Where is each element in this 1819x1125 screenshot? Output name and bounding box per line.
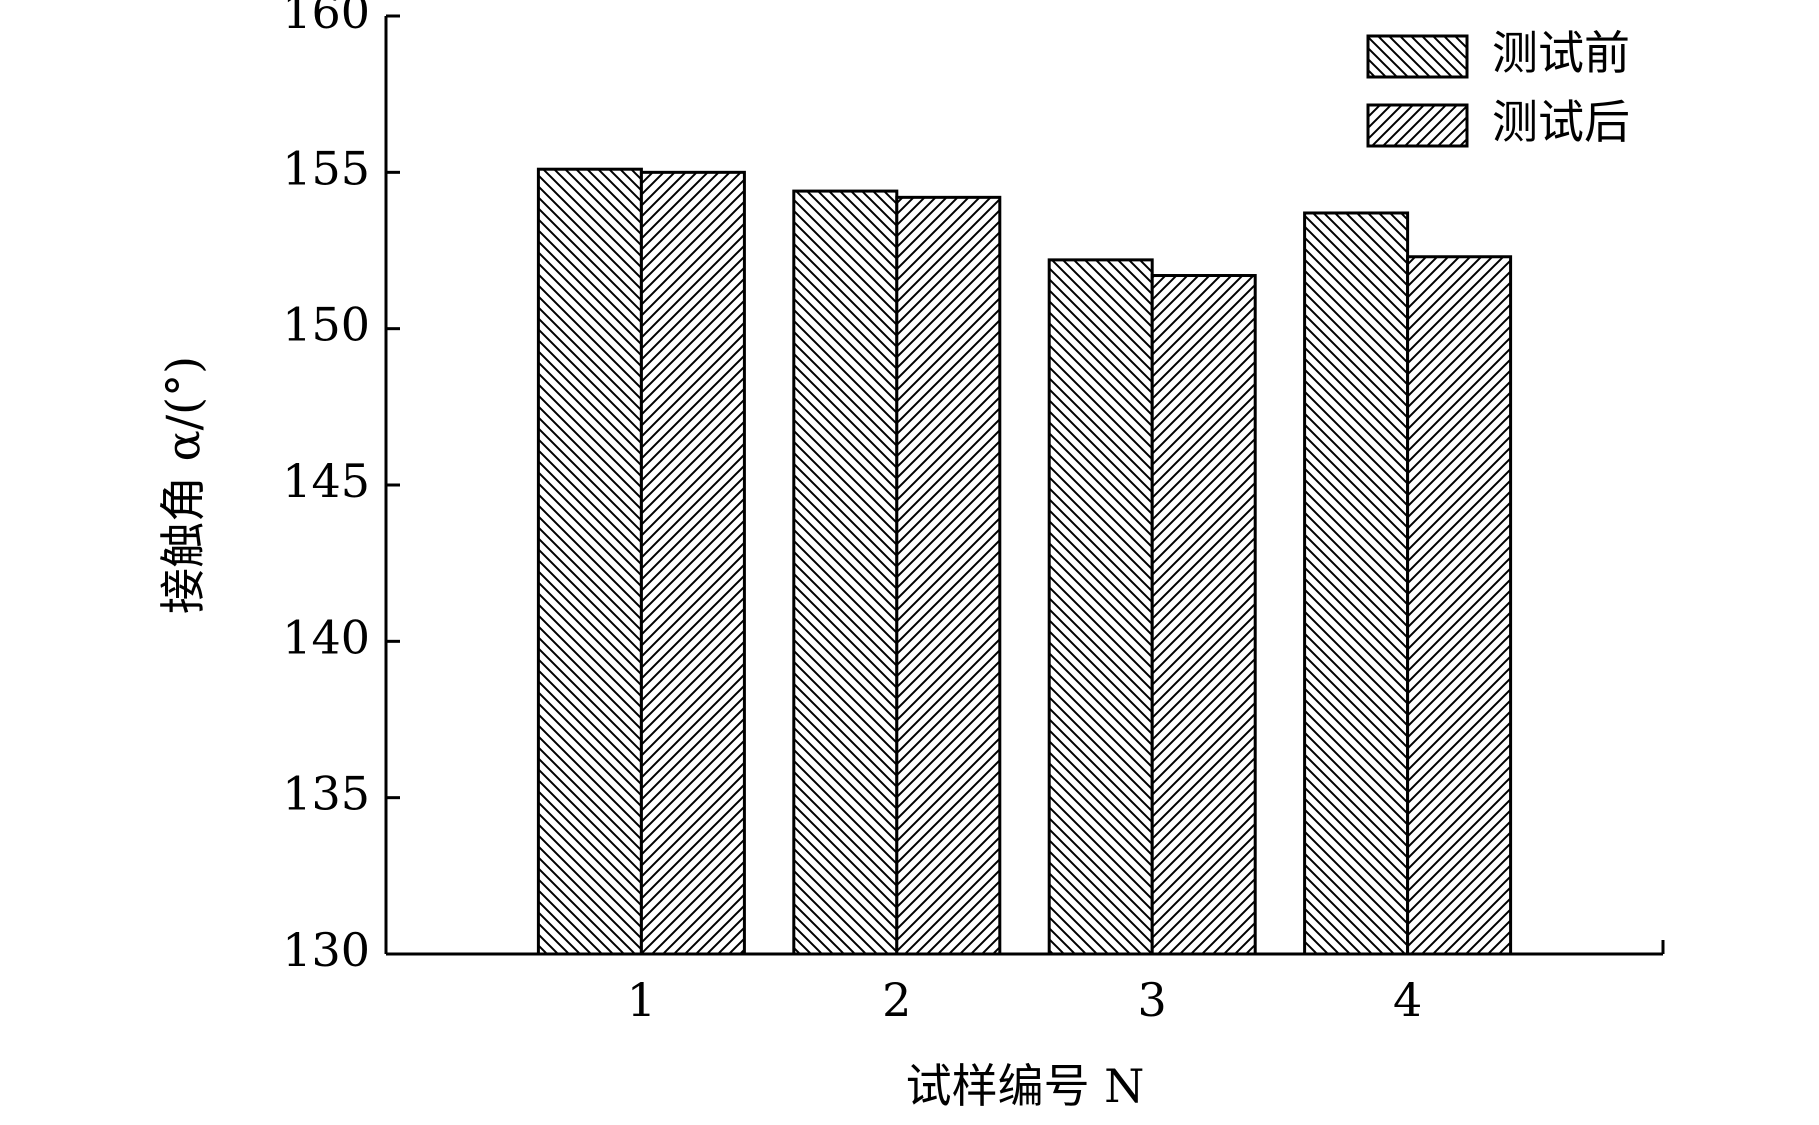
bar [639,170,746,956]
y-tick-label: 135 [282,767,370,821]
y-tick-label: 160 [282,0,370,39]
y-tick-label: 145 [282,454,370,508]
y-tick-label: 140 [282,610,370,664]
bar [1150,274,1257,956]
x-tick-label: 4 [1393,973,1422,1027]
y-tick-label: 130 [282,923,370,977]
x-tick-label: 2 [882,973,911,1027]
legend-label: 测试前 [1492,26,1630,80]
x-tick-label: 1 [627,973,656,1027]
bar [536,167,643,956]
legend-swatch [1366,103,1469,148]
y-tick-label: 150 [282,298,370,352]
legend-swatch [1366,34,1469,79]
bar [792,189,899,956]
y-axis-label: 接触角 α/(°) [156,356,210,614]
bar [895,195,1002,956]
y-tick-label: 155 [282,141,370,195]
x-axis-label: 试样编号 N [906,1059,1145,1113]
bar [1406,255,1513,956]
bar [1303,211,1410,956]
x-tick-label: 3 [1138,973,1167,1027]
legend-label: 测试后 [1492,95,1630,149]
bar [1047,258,1154,956]
